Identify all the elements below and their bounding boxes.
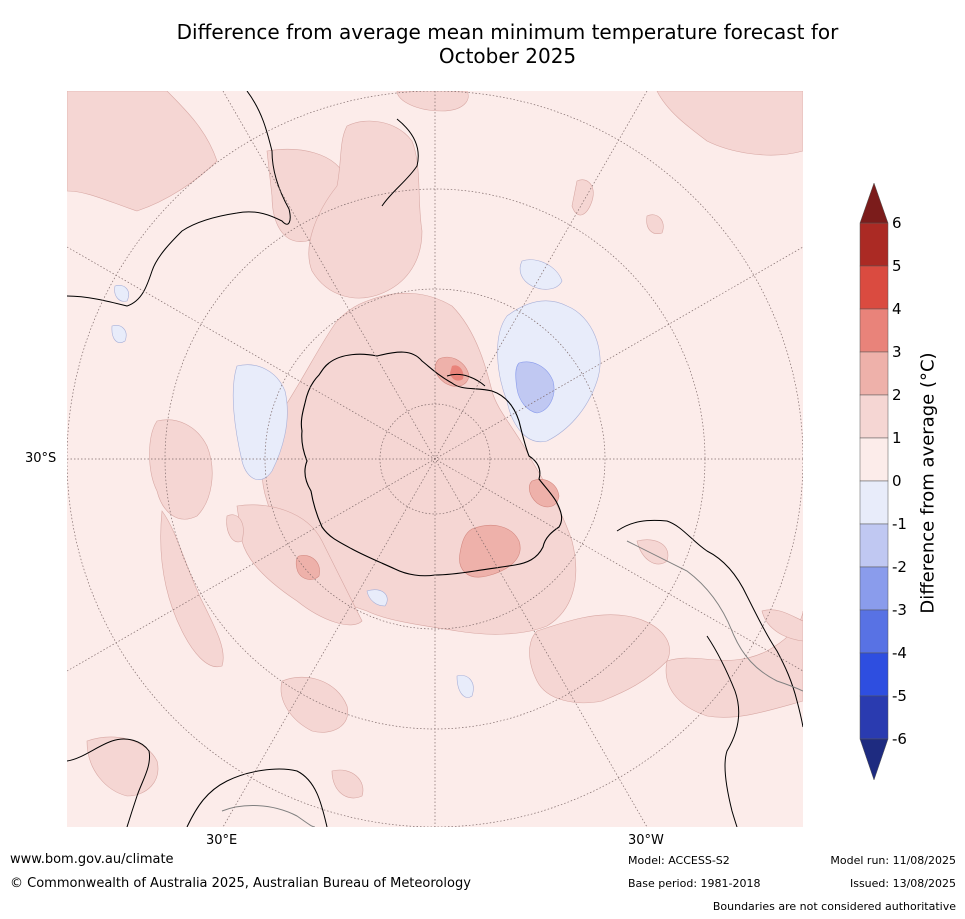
latitude-label-30s: 30°S xyxy=(25,451,57,466)
colorbar-tick-label: 6 xyxy=(892,214,902,232)
colorbar-tick-label: -1 xyxy=(892,515,907,533)
base-period: Base period: 1981-2018 xyxy=(628,877,761,890)
colorbar-tick-label: -3 xyxy=(892,601,907,619)
colorbar-cell xyxy=(859,652,889,697)
new-zealand-coastline xyxy=(381,118,419,207)
colorbar-tick-label: -2 xyxy=(892,558,907,576)
map-canvas xyxy=(67,91,803,827)
colorbar-extend-bottom xyxy=(859,738,889,781)
colorbar-tick-label: 1 xyxy=(892,429,902,447)
title-line-2: October 2025 xyxy=(438,44,577,68)
colorbar-cell xyxy=(859,566,889,611)
issued-date: Issued: 13/08/2025 xyxy=(849,877,956,890)
antarctic-peninsula xyxy=(446,373,486,387)
model-run-date: Model run: 11/08/2025 xyxy=(830,854,956,867)
longitude-label-30w: 30°W xyxy=(628,833,664,848)
colorbar-cell xyxy=(859,394,889,439)
africa-coastline xyxy=(67,738,328,827)
anomaly-1-2-regions xyxy=(67,91,803,799)
south-america-border xyxy=(626,540,803,692)
colorbar-cell xyxy=(859,523,889,568)
anomaly-neg2-neg1-core xyxy=(515,361,555,414)
colorbar xyxy=(859,182,889,781)
south-america-coastline xyxy=(616,519,803,827)
colorbar-extend-top xyxy=(859,182,889,224)
colorbar-cell xyxy=(859,222,889,267)
antarctica-coastline xyxy=(300,351,563,577)
colorbar-tick-label: 4 xyxy=(892,300,902,318)
colorbar-tick-label: 2 xyxy=(892,386,902,404)
anomaly-neg1-0-regions xyxy=(111,259,601,698)
colorbar-tick-label: -6 xyxy=(892,730,907,748)
colorbar-cell xyxy=(859,265,889,310)
colorbar-cell xyxy=(859,695,889,740)
colorbar-cell xyxy=(859,351,889,396)
colorbar-label: Difference from average (°C) xyxy=(917,352,939,614)
longitude-label-30e: 30°E xyxy=(206,833,238,848)
colorbar-cells xyxy=(859,222,889,740)
boundary-disclaimer: Boundaries are not considered authoritat… xyxy=(712,900,956,913)
colorbar-tick-label: -5 xyxy=(892,687,907,705)
polar-map xyxy=(67,91,803,827)
africa-border xyxy=(221,805,316,827)
colorbar-tick-label: 3 xyxy=(892,343,902,361)
website-url[interactable]: www.bom.gov.au/climate xyxy=(10,852,174,867)
colorbar-tick-label: 5 xyxy=(892,257,902,275)
colorbar-cell xyxy=(859,609,889,654)
colorbar-cell xyxy=(859,480,889,525)
anomaly-3-4-core xyxy=(450,365,464,381)
australia-coastline xyxy=(67,91,291,307)
title-line-1: Difference from average mean minimum tem… xyxy=(176,20,839,44)
model-name: Model: ACCESS-S2 xyxy=(628,854,730,867)
chart-title: Difference from average mean minimum tem… xyxy=(60,20,955,68)
colorbar-tick-label: 0 xyxy=(892,472,902,490)
colorbar-cell xyxy=(859,308,889,353)
colorbar-cell xyxy=(859,437,889,482)
copyright-text: © Commonwealth of Australia 2025, Austra… xyxy=(10,876,471,891)
colorbar-tick-label: -4 xyxy=(892,644,907,662)
graticule xyxy=(67,91,803,827)
